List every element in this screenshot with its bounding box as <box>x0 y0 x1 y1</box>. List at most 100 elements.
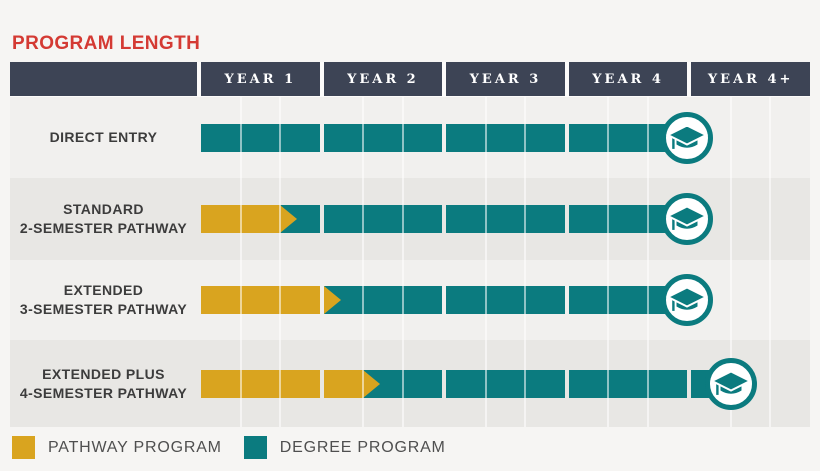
program-length-chart: YEAR 1 YEAR 2 YEAR 3 YEAR 4 YEAR 4+ DIRECT E… <box>10 62 810 427</box>
subcell-divider <box>279 260 282 340</box>
chart-row: STANDARD 2-SEMESTER PATHWAY <box>10 178 810 260</box>
header-spacer-cell <box>10 62 197 96</box>
subcell-divider <box>362 340 365 427</box>
degree-bar-segment <box>608 123 649 152</box>
year-header-cell: YEAR 1 <box>201 62 320 96</box>
degree-bar-segment <box>402 369 443 398</box>
row-label: STANDARD 2-SEMESTER PATHWAY <box>10 178 197 260</box>
subcell-divider <box>607 260 610 340</box>
degree-bar-segment <box>363 286 404 314</box>
degree-bar-segment <box>323 123 364 152</box>
subcell-divider <box>769 178 772 260</box>
subcell-divider <box>279 340 282 427</box>
pathway-bar-segment <box>201 369 242 398</box>
subcell-divider <box>646 97 649 178</box>
year-column <box>446 340 565 427</box>
degree-bar-segment <box>608 286 649 314</box>
degree-bar-segment <box>485 286 526 314</box>
legend-label: PATHWAY PROGRAM <box>48 438 222 456</box>
degree-bar-segment <box>363 205 404 233</box>
row-label-line: 2-SEMESTER PATHWAY <box>19 220 188 236</box>
graduation-cap-icon <box>661 193 714 245</box>
chart-row: DIRECT ENTRY <box>10 97 810 178</box>
degree-bar-segment <box>608 205 649 233</box>
subcell-divider <box>239 340 242 427</box>
degree-bar-segment <box>446 205 487 233</box>
pathway-bar-segment <box>280 369 320 398</box>
graduation-cap-svg <box>661 111 714 164</box>
degree-bar-segment <box>323 205 364 233</box>
subcell-divider <box>646 260 649 340</box>
row-label: DIRECT ENTRY <box>10 97 197 178</box>
year-column <box>201 178 320 260</box>
subcell-divider <box>607 340 610 427</box>
subcell-divider <box>401 340 404 427</box>
year-column <box>446 97 565 178</box>
pathway-bar-segment <box>201 205 242 233</box>
year-column <box>323 97 443 178</box>
chart-row: EXTENDED 3-SEMESTER PATHWAY <box>10 260 810 340</box>
chart-header-row: YEAR 1 YEAR 2 YEAR 3 YEAR 4 YEAR 4+ <box>10 62 810 96</box>
legend: PATHWAY PROGRAM DEGREE PROGRAM <box>12 436 468 459</box>
subcell-divider <box>607 97 610 178</box>
subcell-divider <box>607 178 610 260</box>
subcell-divider <box>401 178 404 260</box>
year-column <box>691 178 810 260</box>
degree-bar-segment <box>485 123 526 152</box>
row-label-line: STANDARD <box>63 201 144 217</box>
pathway-bar-segment <box>323 369 364 398</box>
graduation-cap-svg <box>704 357 757 410</box>
graduation-cap-icon <box>661 274 714 326</box>
degree-bar-segment <box>608 369 649 398</box>
subcell-divider <box>769 260 772 340</box>
year-column <box>323 260 443 340</box>
degree-legend-swatch <box>243 436 267 459</box>
subcell-divider <box>239 97 242 178</box>
degree-bar-segment <box>485 369 526 398</box>
graduation-cap-svg <box>661 193 714 245</box>
year-column <box>446 178 565 260</box>
subcell-divider <box>729 260 732 340</box>
subcell-divider <box>769 97 772 178</box>
pathway-bar-segment <box>240 369 281 398</box>
pathway-arrow-tip <box>363 369 381 398</box>
year-header-cell: YEAR 3 <box>446 62 565 96</box>
subcell-divider <box>239 260 242 340</box>
row-label-line: EXTENDED <box>63 282 144 298</box>
year-header-cell: YEAR 2 <box>323 62 443 96</box>
degree-bar-segment <box>525 123 565 152</box>
pathway-bar-segment <box>240 286 281 314</box>
pathway-bar-segment <box>240 205 281 233</box>
degree-bar-segment <box>568 286 609 314</box>
subcell-divider <box>484 260 487 340</box>
subcell-divider <box>362 178 365 260</box>
subcell-divider <box>646 340 649 427</box>
chart-rows: DIRECT ENTRY STANDARD 2-SEMESTER PATHWAY EX… <box>10 97 810 427</box>
degree-bar-segment <box>446 123 487 152</box>
degree-bar-segment <box>568 205 609 233</box>
subcell-divider <box>524 97 527 178</box>
degree-bar-segment <box>402 286 443 314</box>
degree-bar-segment <box>201 123 242 152</box>
year-column <box>568 340 688 427</box>
subcell-divider <box>729 97 732 178</box>
degree-bar-segment <box>402 123 443 152</box>
subcell-divider <box>484 178 487 260</box>
year-column <box>323 178 443 260</box>
year-column <box>691 97 810 178</box>
year-column <box>691 260 810 340</box>
pathway-legend-swatch <box>12 436 35 459</box>
row-label: EXTENDED PLUS 4-SEMESTER PATHWAY <box>10 340 197 427</box>
subcell-divider <box>401 97 404 178</box>
row-label: EXTENDED 3-SEMESTER PATHWAY <box>10 260 197 340</box>
subcell-divider <box>524 260 527 340</box>
row-grid <box>197 260 810 340</box>
degree-bar-segment <box>525 205 565 233</box>
degree-bar-segment <box>363 123 404 152</box>
row-label-line: EXTENDED PLUS <box>42 365 165 382</box>
degree-bar-segment <box>568 369 609 398</box>
year-column <box>201 97 320 178</box>
degree-bar-segment <box>525 369 565 398</box>
chart-row: EXTENDED PLUS 4-SEMESTER PATHWAY <box>10 340 810 427</box>
subcell-divider <box>362 97 365 178</box>
